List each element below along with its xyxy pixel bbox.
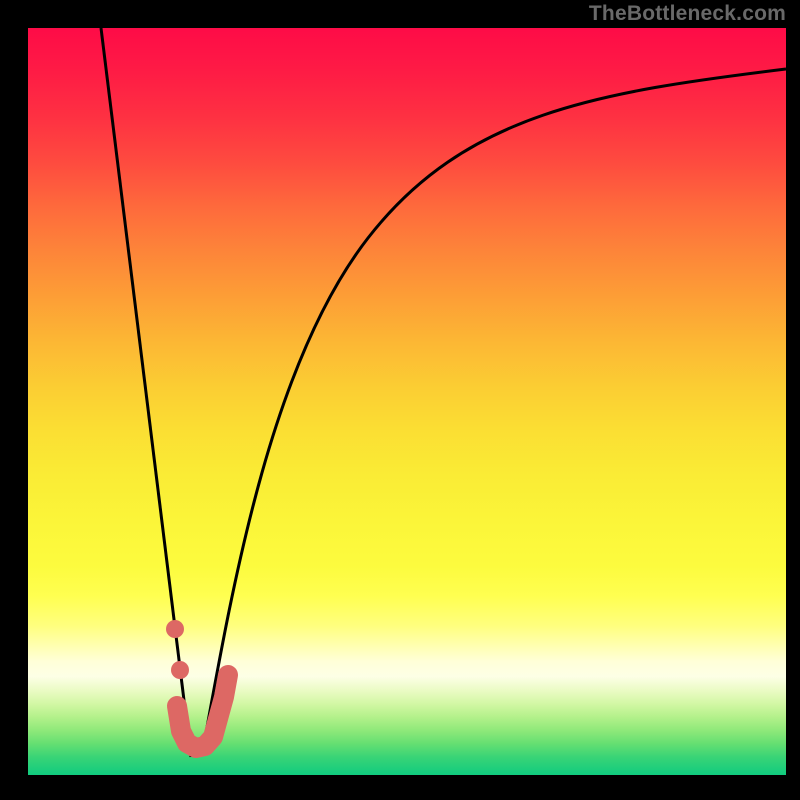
indicator-dot [171, 661, 189, 679]
plot-area [28, 28, 786, 775]
indicator-dot [166, 620, 184, 638]
chart-frame: TheBottleneck.com [0, 0, 800, 800]
watermark-label: TheBottleneck.com [589, 2, 786, 26]
gradient-bg [28, 28, 786, 775]
chart-svg [28, 28, 786, 775]
